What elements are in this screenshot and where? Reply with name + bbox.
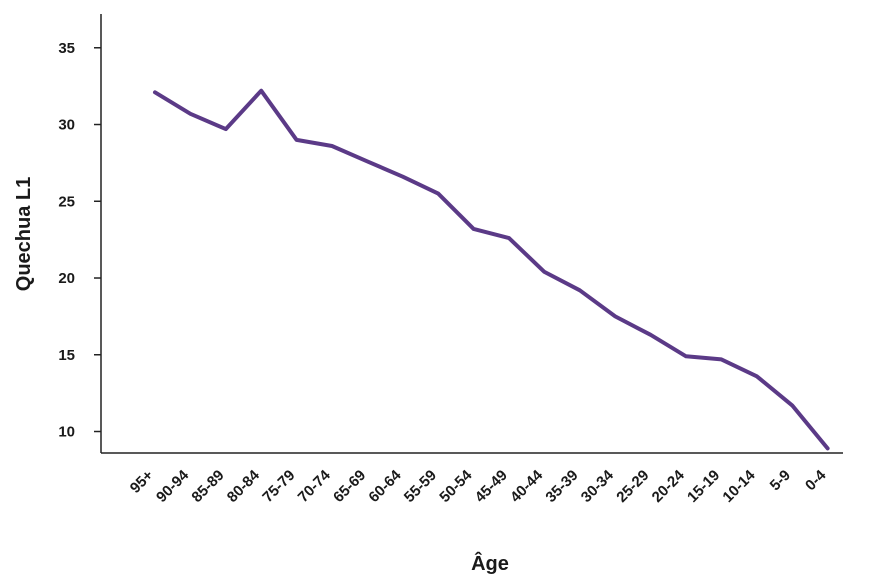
x-tick-label: 90-94 [153,466,193,506]
x-tick-label: 35-39 [542,467,581,506]
y-tick-label: 35 [58,40,75,57]
y-tick-label: 30 [58,117,75,134]
y-tick-label: 20 [58,270,75,287]
x-tick-label: 30-34 [578,466,618,506]
chart-axes [100,14,843,454]
y-tick-label: 15 [58,347,75,364]
x-tick-label: 50-54 [436,466,476,506]
x-tick-label: 10-14 [719,466,759,506]
x-tick-label: 75-79 [259,467,298,506]
y-axis-ticks: 10 15 20 25 30 35 [58,40,101,441]
x-tick-label: 20-24 [649,466,689,506]
x-axis-ticks: 95+90-9485-8980-8475-7970-7465-6960-6455… [127,466,830,506]
y-tick-label: 10 [58,424,75,441]
x-tick-label: 55-59 [401,467,440,506]
x-tick-label: 0-4 [802,466,830,494]
x-tick-label: 5-9 [767,467,794,494]
series-line [153,88,830,451]
x-tick-label: 25-29 [613,467,652,506]
x-axis-title: Âge [471,551,509,575]
x-tick-label: 45-49 [472,467,511,506]
x-tick-label: 65-69 [330,467,369,506]
y-tick-label: 25 [58,193,75,210]
x-tick-label: 70-74 [295,466,335,506]
x-tick-label: 60-64 [365,466,405,506]
x-tick-label: 85-89 [188,467,227,506]
x-tick-label: 80-84 [224,466,264,506]
x-tick-label: 15-19 [684,467,723,506]
x-tick-label: 40-44 [507,466,547,506]
x-tick-label: 95+ [127,467,157,497]
y-axis-title: Quechua L1 [13,177,35,291]
